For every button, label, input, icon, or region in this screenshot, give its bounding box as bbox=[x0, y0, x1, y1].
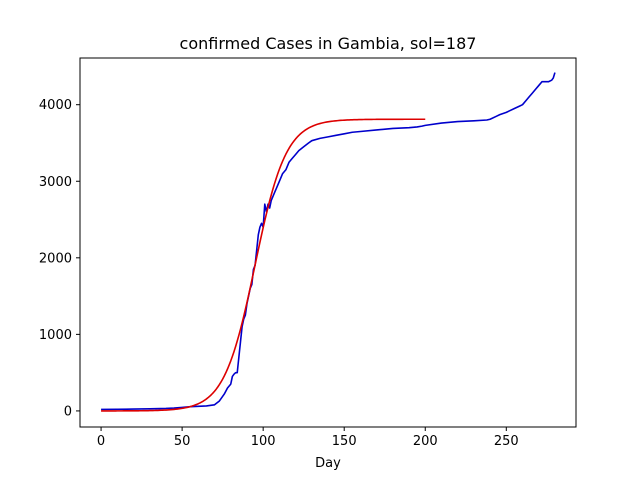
series-line-fit bbox=[101, 118, 426, 412]
plot-area: 0 50 100 150 200 250 0 1000 2000 3000 4000 bbox=[39, 57, 577, 449]
x-tick-label-150: 150 bbox=[332, 434, 357, 449]
chart-title: confirmed Cases in Gambia, sol=187 bbox=[180, 34, 477, 53]
x-tick-label-200: 200 bbox=[413, 434, 438, 449]
y-tick-label-0: 0 bbox=[64, 404, 72, 419]
y-tick-label-3000: 3000 bbox=[39, 175, 72, 190]
plot-frame bbox=[79, 57, 577, 428]
x-tick-label-250: 250 bbox=[494, 434, 519, 449]
x-tick-label-50: 50 bbox=[174, 434, 191, 449]
x-tick-label-100: 100 bbox=[251, 434, 276, 449]
y-tick-label-4000: 4000 bbox=[39, 98, 72, 113]
y-tick-label-2000: 2000 bbox=[39, 251, 72, 266]
x-tick-label-0: 0 bbox=[97, 434, 105, 449]
series-line-confirmed bbox=[101, 72, 556, 411]
y-tick-label-1000: 1000 bbox=[39, 328, 72, 343]
x-axis-label: Day bbox=[315, 456, 341, 471]
